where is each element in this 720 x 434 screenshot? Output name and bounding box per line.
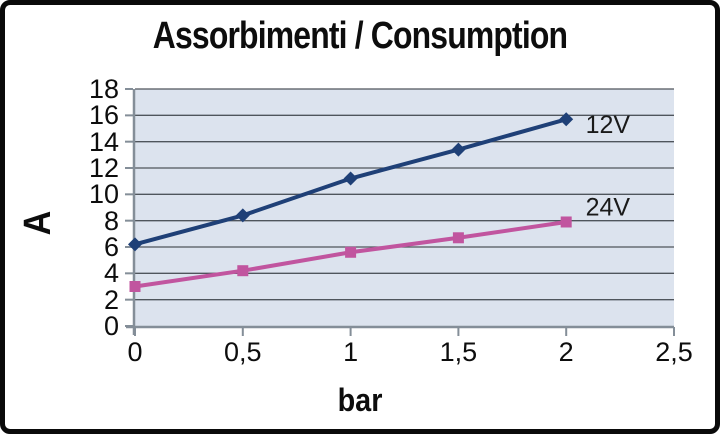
series-12v-marker-diamond bbox=[451, 142, 466, 157]
series-12v-marker-diamond bbox=[235, 208, 250, 223]
y-tick-label: 10 bbox=[88, 179, 119, 210]
series-24v-marker-square bbox=[560, 216, 572, 228]
x-tick-label: 0 bbox=[127, 337, 143, 367]
x-tick-label: 2,5 bbox=[655, 337, 693, 367]
x-tick-label: 2 bbox=[558, 337, 574, 367]
x-tick-label: 1,5 bbox=[439, 337, 478, 367]
x-tick-label: 0,5 bbox=[224, 337, 262, 367]
y-tick-label: 0 bbox=[103, 311, 119, 341]
y-tick-label: 8 bbox=[103, 205, 119, 236]
series-12v-marker-diamond bbox=[343, 171, 358, 186]
series-24v-marker-square bbox=[237, 265, 249, 277]
y-tick-label: 4 bbox=[103, 258, 119, 289]
series-12v-marker-diamond bbox=[128, 237, 142, 252]
y-tick-label: 12 bbox=[88, 153, 119, 183]
chart-title: Assorbimenti / Consumption bbox=[152, 15, 568, 57]
series-24v-marker-square bbox=[129, 281, 141, 292]
y-tick-label: 16 bbox=[88, 100, 119, 131]
y-tick-label: 18 bbox=[88, 74, 119, 104]
series-24v-marker-square bbox=[345, 246, 357, 258]
x-tick-label: 1 bbox=[343, 337, 359, 367]
y-tick-label: 2 bbox=[103, 284, 119, 315]
y-tick-label: 14 bbox=[88, 126, 119, 157]
series-24v-marker-square bbox=[452, 232, 464, 244]
plot-area: 12V 24V bbox=[125, 88, 675, 336]
series-12v-marker-diamond bbox=[559, 112, 574, 127]
series-12v-label: 12V bbox=[586, 111, 631, 139]
y-tick-label: 6 bbox=[103, 232, 119, 262]
x-axis-title: bar bbox=[337, 382, 383, 418]
plot-background bbox=[135, 89, 674, 326]
series-24v-label: 24V bbox=[586, 193, 631, 221]
